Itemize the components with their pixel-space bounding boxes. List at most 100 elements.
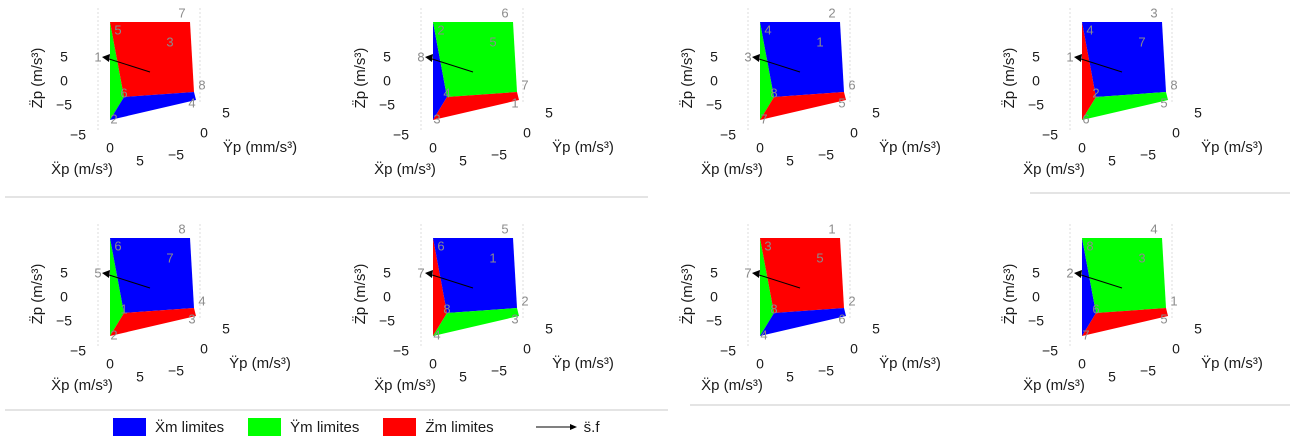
x-tick-label: −5 bbox=[1042, 343, 1058, 359]
cube-face-left bbox=[110, 238, 124, 336]
x-tick-label: −5 bbox=[393, 343, 409, 359]
x-axis-label: Ẍp (m/s³) bbox=[1023, 377, 1085, 394]
x-tick-label: 5 bbox=[136, 369, 144, 385]
cube-face-top bbox=[433, 238, 517, 313]
z-tick-label: −5 bbox=[56, 313, 72, 329]
z-tick-label: 5 bbox=[710, 265, 718, 281]
x-axis-label: Ẍp (m/s³) bbox=[701, 377, 763, 394]
vertex-label: 2 bbox=[1092, 85, 1099, 100]
y-axis-label: Ÿp (m/s³) bbox=[1201, 355, 1263, 372]
z-axis-label: Z̈p (m/s³) bbox=[352, 48, 369, 109]
legend-label-force: s̈.f bbox=[583, 418, 600, 436]
z-axis-label: Z̈p (m/s³) bbox=[29, 48, 46, 109]
vertex-label: 6 bbox=[437, 238, 444, 253]
legend: Ẍm limites Ÿm limites Z̈m limites s̈.f bbox=[113, 415, 624, 439]
x-axis-label: Ẍp (m/s³) bbox=[374, 161, 436, 178]
cube-face-top bbox=[1082, 238, 1166, 313]
vertex-label: 2 bbox=[437, 22, 444, 37]
y-tick-label: 0 bbox=[523, 341, 531, 357]
legend-label-ym: Ÿm limites bbox=[290, 418, 360, 436]
vertex-label: 7 bbox=[1138, 34, 1145, 49]
z-tick-label: 0 bbox=[383, 289, 391, 305]
vertex-label: 3 bbox=[1138, 250, 1145, 265]
vertex-label: 1 bbox=[816, 34, 823, 49]
cube-face-top bbox=[1082, 22, 1166, 97]
legend-label-zm: Z̈m limites bbox=[425, 418, 494, 436]
z-axis-label: Z̈p (m/s³) bbox=[1001, 264, 1018, 325]
legend-arrow-icon bbox=[535, 424, 577, 430]
cube-face-top bbox=[760, 238, 844, 313]
vertex-label: 4 bbox=[188, 95, 195, 110]
cube-face-left bbox=[433, 22, 447, 120]
cube-face-left bbox=[1082, 238, 1096, 336]
x-tick-label: 0 bbox=[429, 356, 437, 372]
y-tick-label: −5 bbox=[168, 147, 184, 163]
vertex-label: 6 bbox=[1082, 111, 1089, 126]
vertex-label: 3 bbox=[1150, 5, 1157, 20]
vertex-label: 1 bbox=[120, 301, 127, 316]
z-tick-label: 0 bbox=[60, 289, 68, 305]
z-axis-label: Z̈p (m/s³) bbox=[29, 264, 46, 325]
vertex-label: 7 bbox=[521, 77, 528, 92]
vertex-label: 5 bbox=[1160, 95, 1167, 110]
vertex-label: 8 bbox=[1086, 238, 1093, 253]
x-tick-label: 0 bbox=[1078, 140, 1086, 156]
force-arrow-icon bbox=[1077, 273, 1123, 289]
y-tick-label: 5 bbox=[1194, 105, 1202, 121]
vertex-label: 3 bbox=[433, 111, 440, 126]
x-tick-label: −5 bbox=[70, 343, 86, 359]
cube-face-left bbox=[433, 238, 447, 336]
force-arrowhead-icon bbox=[425, 54, 433, 62]
z-tick-label: 5 bbox=[383, 265, 391, 281]
x-tick-label: −5 bbox=[720, 127, 736, 143]
vertex-label: 6 bbox=[1092, 301, 1099, 316]
z-tick-label: −5 bbox=[1028, 97, 1044, 113]
y-axis-label: Ÿp (mm/s³) bbox=[223, 139, 297, 156]
x-tick-label: 0 bbox=[106, 140, 114, 156]
cube-face-top bbox=[110, 238, 194, 313]
legend-swatch-ym bbox=[248, 418, 282, 436]
vertex-label: 2 bbox=[848, 293, 855, 308]
legend-item-ym: Ÿm limites bbox=[248, 418, 359, 436]
z-tick-label: 0 bbox=[1032, 73, 1040, 89]
legend-item-zm: Z̈m limites bbox=[383, 418, 494, 436]
y-axis-label: Ÿp (m/s³) bbox=[1201, 139, 1263, 156]
vertex-label: 7 bbox=[178, 5, 185, 20]
vertex-label: 2 bbox=[1066, 265, 1073, 280]
vertex-label: 6 bbox=[120, 85, 127, 100]
x-tick-label: 5 bbox=[786, 369, 794, 385]
vertex-label: 1 bbox=[1066, 49, 1073, 64]
x-axis-label: Ẍp (m/s³) bbox=[1023, 161, 1085, 178]
cube-face-top bbox=[433, 22, 517, 97]
vertex-label: 4 bbox=[433, 327, 440, 342]
vertex-label: 1 bbox=[828, 221, 835, 236]
z-tick-label: 5 bbox=[60, 265, 68, 281]
vertex-label: 8 bbox=[198, 77, 205, 92]
y-tick-label: 0 bbox=[1172, 341, 1180, 357]
vertex-label: 7 bbox=[417, 265, 424, 280]
y-tick-label: 5 bbox=[1194, 321, 1202, 337]
z-tick-label: −5 bbox=[379, 313, 395, 329]
force-arrow-icon bbox=[105, 57, 151, 73]
vertex-label: 7 bbox=[760, 111, 767, 126]
y-tick-label: −5 bbox=[818, 147, 834, 163]
vertex-label: 5 bbox=[489, 34, 496, 49]
vertex-label: 7 bbox=[166, 250, 173, 265]
cube-face-left bbox=[110, 22, 124, 120]
vertex-label: 3 bbox=[511, 311, 518, 326]
y-axis-label: Ÿp (m/s³) bbox=[552, 139, 614, 156]
y-axis-label: Ÿp (m/s³) bbox=[552, 355, 614, 372]
y-tick-label: 5 bbox=[545, 321, 553, 337]
y-axis-label: Ÿp (m/s³) bbox=[879, 355, 941, 372]
y-tick-label: 0 bbox=[850, 125, 858, 141]
y-tick-label: −5 bbox=[491, 147, 507, 163]
x-tick-label: −5 bbox=[393, 127, 409, 143]
x-tick-label: −5 bbox=[1042, 127, 1058, 143]
x-tick-label: 5 bbox=[136, 153, 144, 169]
